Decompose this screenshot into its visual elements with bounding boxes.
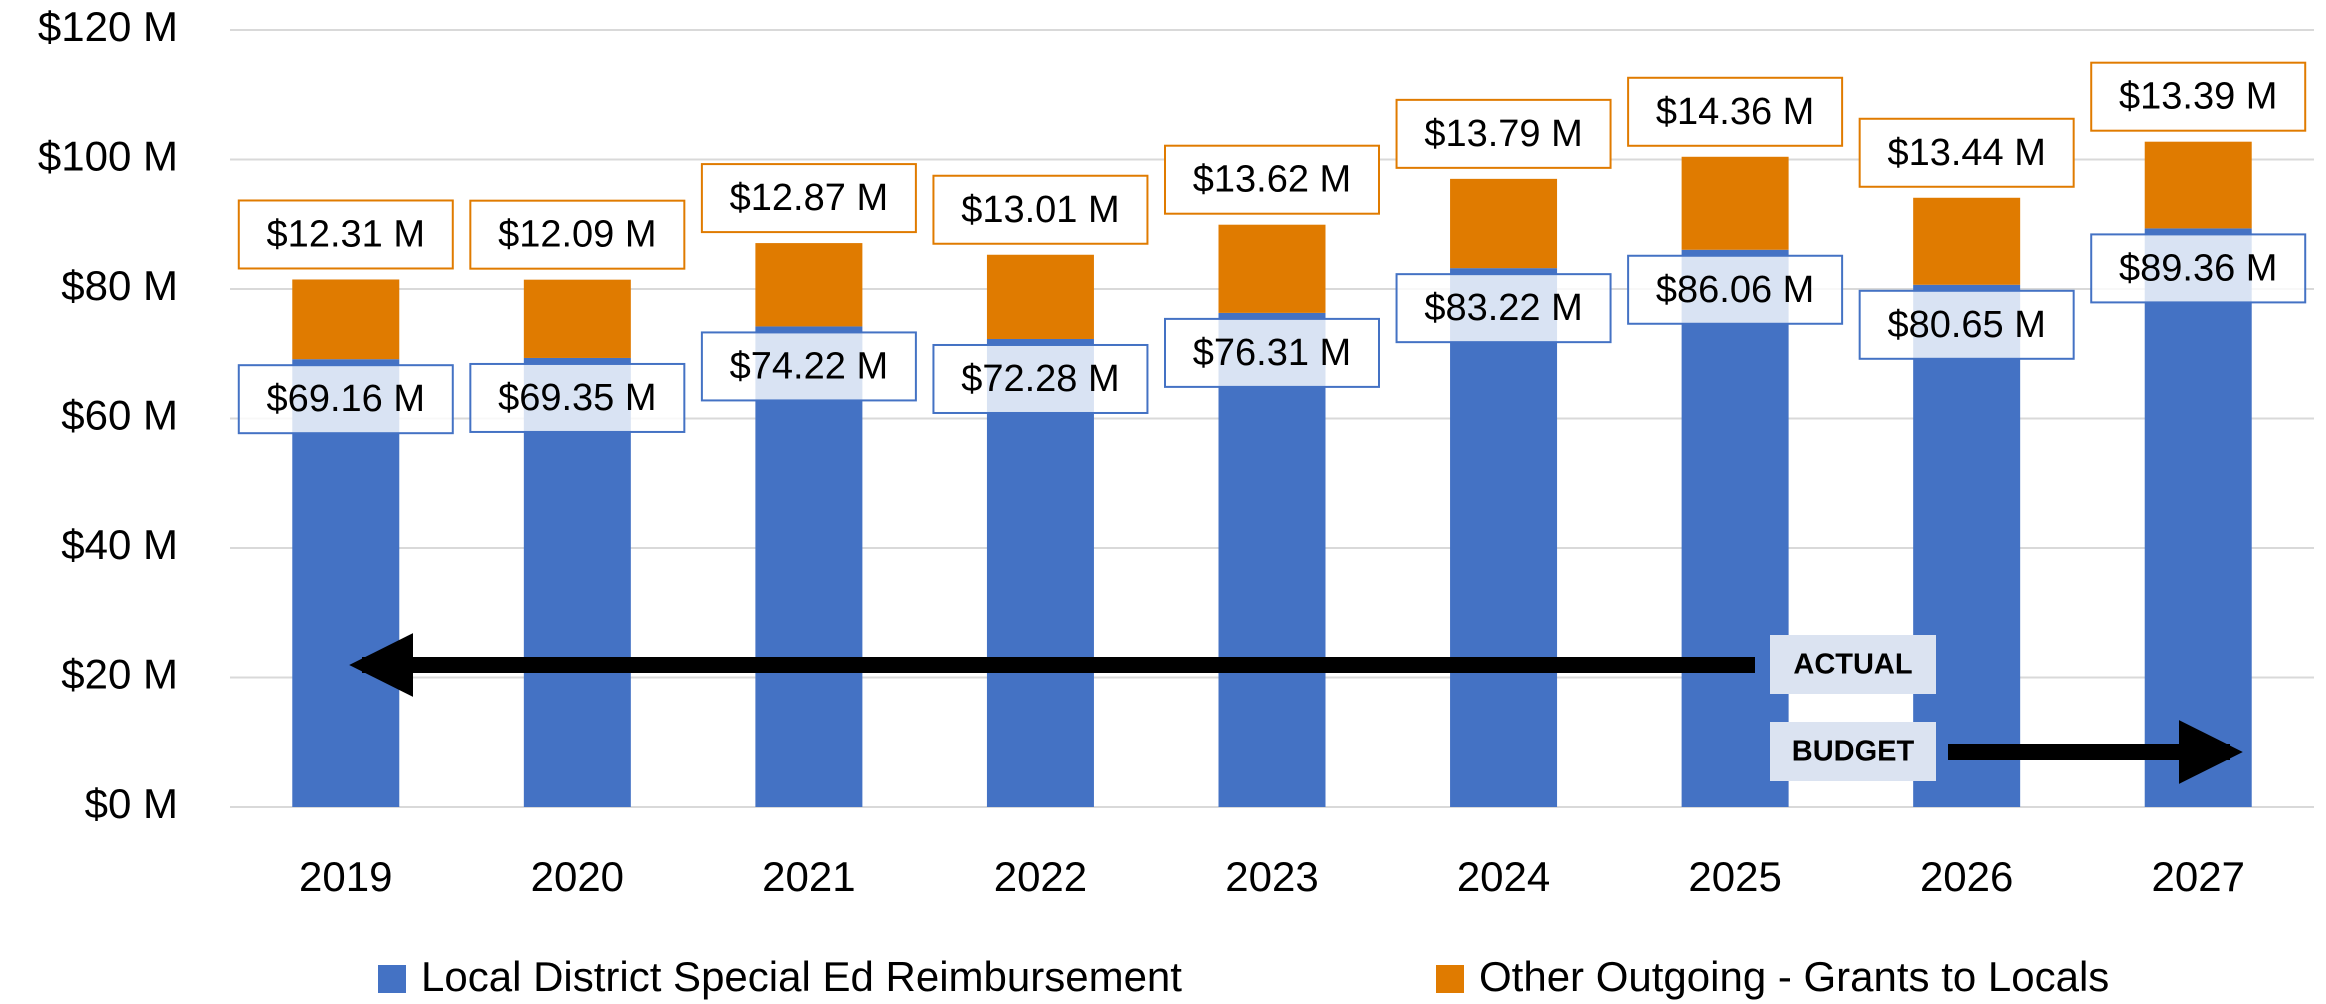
x-tick-label: 2021: [762, 853, 855, 900]
value-label-box: [1627, 254, 1844, 325]
value-label: $69.16 M: [267, 378, 425, 420]
value-label: $83.22 M: [1424, 287, 1582, 329]
labels: $69.16 M $12.31 M $69.35 M $12.09 M $74.22 M…: [237, 61, 2307, 435]
x-tick-label: 2025: [1688, 853, 1781, 900]
value-label: $80.65 M: [1887, 304, 2045, 346]
value-label-box: [700, 163, 917, 234]
bar-segment: [986, 254, 1094, 339]
bar-segment: [1913, 284, 2021, 807]
bar-segment: [1450, 268, 1558, 807]
value-label-box: [1164, 317, 1380, 388]
value-label: $12.31 M: [267, 214, 425, 256]
y-tick-label: $80 M: [61, 262, 178, 309]
budget-label: BUDGET: [1792, 736, 1915, 768]
budget-box: [1770, 722, 1936, 781]
y-tick-label: $120 M: [38, 3, 178, 50]
value-label: $14.36 M: [1656, 91, 1814, 133]
y-tick-label: $60 M: [61, 392, 178, 439]
x-tick-label: 2024: [1457, 853, 1550, 900]
value-label: $13.62 M: [1193, 159, 1351, 201]
value-label-box: [1858, 289, 2075, 360]
x-tick-label: 2022: [994, 853, 1087, 900]
value-label: $12.09 M: [498, 214, 656, 256]
y-tick-label: $40 M: [61, 521, 178, 568]
y-tick-label: $20 M: [61, 651, 178, 698]
value-label-box: [2090, 233, 2307, 304]
x-tick-label: 2027: [2152, 853, 2245, 900]
bar-segment: [1218, 224, 1326, 313]
value-label-box: [469, 199, 686, 270]
value-label-box: [1395, 98, 1612, 169]
y-tick-label: $100 M: [38, 133, 178, 180]
bar-segment: [1450, 178, 1558, 269]
bar-segment: [2144, 141, 2252, 229]
x-tick-label: 2019: [299, 853, 392, 900]
value-label-box: [1858, 117, 2075, 188]
bar-segment: [2144, 228, 2252, 808]
value-label: $13.01 M: [961, 189, 1119, 231]
value-label: $74.22 M: [730, 345, 888, 387]
value-label: $89.36 M: [2119, 247, 2277, 289]
legend-label: Local District Special Ed Reimbursement: [421, 953, 1182, 1000]
value-label: $13.39 M: [2119, 76, 2277, 118]
value-label-box: [932, 174, 1149, 245]
bars: [292, 141, 2252, 808]
legend-label: Other Outgoing - Grants to Locals: [1479, 953, 2109, 1000]
value-label-box: [1627, 76, 1844, 147]
value-label: $13.44 M: [1887, 132, 2045, 174]
value-label-box: [1164, 144, 1380, 215]
value-label: $86.06 M: [1656, 269, 1814, 311]
value-label-box: [237, 364, 454, 435]
legend-swatch: [378, 965, 406, 993]
value-label-box: [469, 362, 686, 433]
bar-segment: [292, 279, 400, 360]
bar-segment: [986, 338, 1094, 807]
bar-segment: [755, 243, 863, 327]
value-label: $76.31 M: [1193, 332, 1351, 374]
bar-segment: [1218, 312, 1326, 807]
x-tick-label: 2020: [531, 853, 624, 900]
actual-box: [1770, 635, 1936, 694]
y-tick-label: $0 M: [85, 780, 178, 827]
bar-segment: [523, 279, 631, 358]
actual-label: ACTUAL: [1793, 649, 1912, 681]
value-label-box: [2090, 61, 2307, 132]
bar-segment: [1681, 156, 1789, 250]
value-label-box: [237, 199, 454, 270]
value-label: $72.28 M: [961, 358, 1119, 400]
value-label-box: [932, 343, 1149, 414]
x-tick-label: 2023: [1225, 853, 1318, 900]
bar-segment: [755, 326, 863, 807]
bar-segment: [1913, 197, 2021, 285]
value-label-box: [700, 331, 917, 402]
value-label: $13.79 M: [1424, 113, 1582, 155]
value-label: $69.35 M: [498, 377, 656, 419]
x-tick-label: 2026: [1920, 853, 2013, 900]
bar-segment: [1681, 249, 1789, 808]
value-label-box: [1395, 273, 1612, 344]
legend-swatch: [1436, 965, 1464, 993]
value-label: $12.87 M: [730, 177, 888, 219]
